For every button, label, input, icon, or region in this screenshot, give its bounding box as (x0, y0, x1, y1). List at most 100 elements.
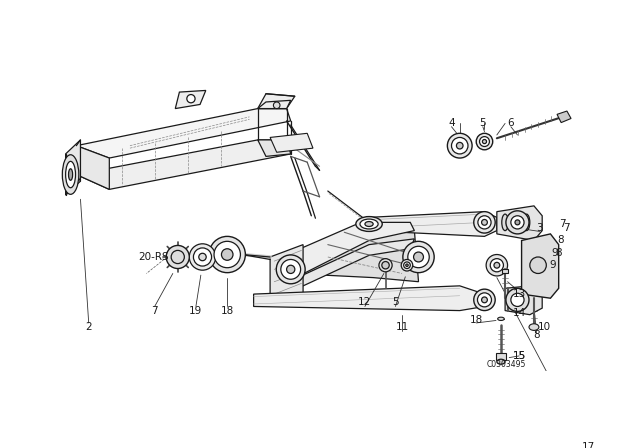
Circle shape (511, 216, 524, 229)
Polygon shape (502, 269, 508, 273)
Polygon shape (270, 134, 313, 152)
Text: 5: 5 (392, 297, 399, 307)
Ellipse shape (382, 262, 389, 269)
Text: 7: 7 (559, 219, 566, 229)
Text: 2: 2 (85, 322, 92, 332)
Text: 6: 6 (508, 117, 514, 128)
Ellipse shape (476, 134, 493, 150)
Ellipse shape (379, 258, 392, 272)
Ellipse shape (189, 244, 216, 270)
Polygon shape (76, 140, 291, 190)
Polygon shape (258, 94, 295, 108)
Polygon shape (175, 90, 206, 108)
Circle shape (166, 246, 189, 268)
Text: 7: 7 (563, 223, 570, 233)
Polygon shape (270, 245, 303, 305)
Text: 19: 19 (189, 306, 202, 315)
Ellipse shape (276, 255, 305, 284)
Polygon shape (291, 222, 419, 282)
Text: 20-RS: 20-RS (138, 252, 169, 262)
Ellipse shape (474, 289, 495, 310)
Ellipse shape (486, 254, 508, 276)
Ellipse shape (62, 155, 79, 194)
Ellipse shape (214, 241, 241, 268)
Text: 17: 17 (582, 442, 595, 448)
Ellipse shape (481, 220, 488, 225)
Ellipse shape (209, 237, 245, 273)
Text: C0303495: C0303495 (486, 360, 525, 369)
Ellipse shape (478, 216, 491, 229)
Ellipse shape (513, 214, 519, 231)
Text: 5: 5 (479, 117, 486, 128)
Text: 12: 12 (358, 297, 372, 307)
Ellipse shape (356, 216, 382, 232)
Circle shape (506, 289, 529, 311)
Ellipse shape (494, 263, 500, 268)
Circle shape (530, 257, 547, 273)
Ellipse shape (479, 137, 490, 146)
Ellipse shape (451, 138, 468, 154)
Polygon shape (522, 234, 559, 298)
Text: 18: 18 (221, 306, 234, 315)
Polygon shape (496, 353, 506, 360)
Text: 10: 10 (538, 322, 551, 332)
Ellipse shape (524, 214, 530, 231)
Text: 8: 8 (557, 236, 564, 246)
Circle shape (511, 293, 524, 306)
Ellipse shape (365, 221, 373, 227)
Polygon shape (76, 146, 109, 190)
Circle shape (273, 102, 280, 108)
Polygon shape (367, 211, 497, 237)
Text: 4: 4 (448, 117, 455, 128)
Ellipse shape (404, 262, 410, 268)
Polygon shape (505, 286, 542, 314)
Ellipse shape (281, 259, 301, 279)
Text: 14: 14 (513, 308, 525, 318)
Circle shape (515, 220, 520, 225)
Circle shape (171, 250, 184, 263)
Ellipse shape (193, 248, 212, 266)
Ellipse shape (481, 297, 488, 303)
Text: 13: 13 (513, 289, 525, 299)
Polygon shape (76, 108, 291, 158)
Polygon shape (253, 286, 484, 310)
Ellipse shape (403, 241, 434, 273)
Text: 18: 18 (470, 315, 483, 326)
Ellipse shape (498, 317, 504, 320)
Text: 15: 15 (513, 351, 525, 361)
Circle shape (506, 211, 529, 234)
Text: 11: 11 (396, 322, 409, 332)
Polygon shape (497, 206, 542, 241)
Ellipse shape (483, 139, 486, 144)
Polygon shape (258, 140, 291, 156)
Text: 15: 15 (513, 351, 525, 361)
Polygon shape (66, 140, 81, 195)
Ellipse shape (221, 249, 233, 260)
Ellipse shape (68, 169, 72, 180)
Ellipse shape (490, 258, 504, 272)
Ellipse shape (497, 359, 505, 364)
Ellipse shape (199, 253, 206, 261)
Ellipse shape (477, 293, 492, 307)
Text: 9: 9 (550, 260, 556, 270)
Text: 3: 3 (536, 223, 543, 233)
Polygon shape (557, 111, 571, 123)
Ellipse shape (287, 265, 295, 273)
Ellipse shape (360, 219, 378, 229)
Ellipse shape (406, 264, 408, 267)
Ellipse shape (447, 134, 472, 158)
Ellipse shape (408, 246, 429, 268)
Text: 8: 8 (556, 248, 562, 258)
Ellipse shape (529, 324, 539, 330)
Ellipse shape (502, 214, 508, 231)
Text: 7: 7 (151, 306, 158, 315)
Ellipse shape (66, 161, 76, 188)
Ellipse shape (401, 259, 413, 271)
Polygon shape (258, 100, 291, 108)
Ellipse shape (456, 142, 463, 149)
Circle shape (187, 95, 195, 103)
Polygon shape (285, 239, 414, 292)
Ellipse shape (413, 252, 424, 262)
Polygon shape (285, 222, 414, 280)
Ellipse shape (474, 211, 495, 233)
